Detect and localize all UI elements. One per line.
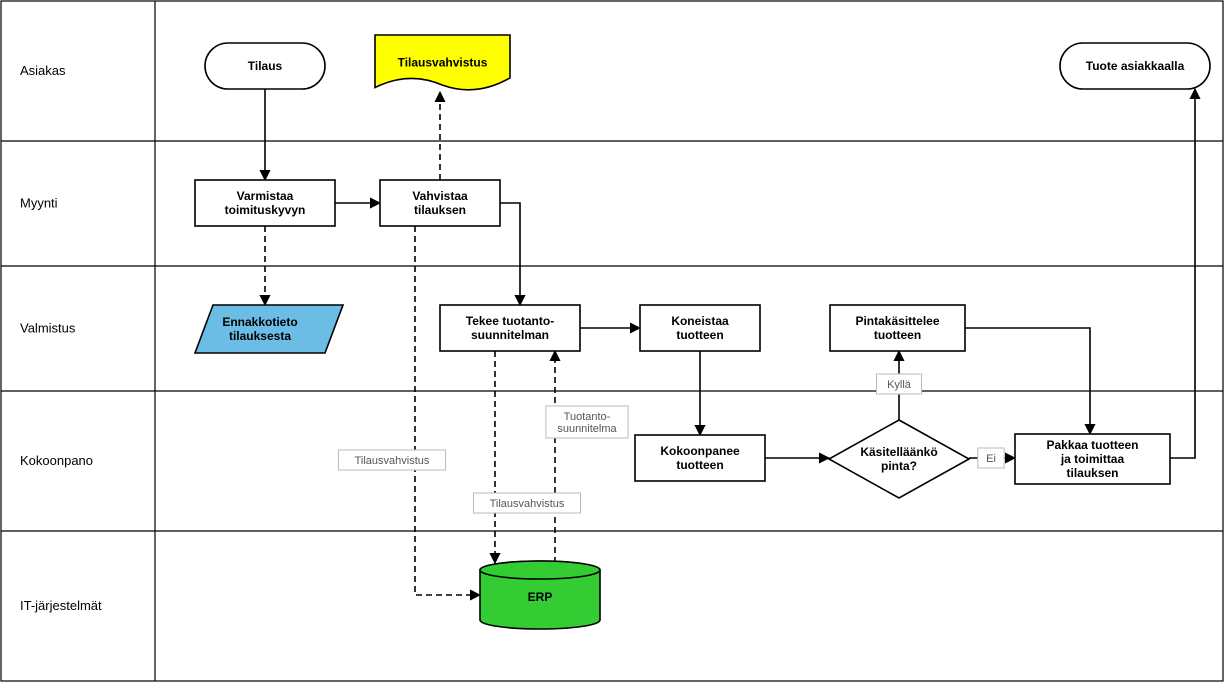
node-tilaus: Tilaus xyxy=(205,43,325,89)
node-erp: ERP xyxy=(480,561,600,629)
swimlane-label: Valmistus xyxy=(20,321,76,336)
node-label: Tilaus xyxy=(248,59,283,73)
node-label: ERP xyxy=(528,590,553,604)
node-vahvistus_doc: Tilausvahvistus xyxy=(375,35,510,90)
node-kokoonpanee: Kokoonpaneetuotteen xyxy=(635,435,765,481)
node-label: Varmistaatoimituskyvyn xyxy=(225,189,306,217)
node-varmistaa: Varmistaatoimituskyvyn xyxy=(195,180,335,226)
edge-e11 xyxy=(965,328,1090,434)
edge-e13 xyxy=(415,226,480,595)
node-tuotanto_suun: Tekee tuotanto-suunnitelman xyxy=(440,305,580,351)
node-kasitellaanko: Käsitelläänköpinta? xyxy=(829,420,969,498)
edge-label-text: Tuotanto-suunnitelma xyxy=(557,411,617,435)
swimlane-label: Myynti xyxy=(20,196,58,211)
edge-label-text: Tilausvahvistus xyxy=(355,455,430,467)
edge-label-text: Tilausvahvistus xyxy=(490,498,565,510)
node-label: Ennakkotietotilauksesta xyxy=(222,315,297,343)
node-label: Koneistaatuotteen xyxy=(671,314,729,342)
node-label: Tilausvahvistus xyxy=(398,56,488,70)
node-pakkaa: Pakkaa tuotteenja toimittaatilauksen xyxy=(1015,434,1170,484)
edge-e5 xyxy=(500,203,520,305)
swimlane-label: IT-järjestelmät xyxy=(20,598,102,613)
node-label: Tuote asiakkaalla xyxy=(1086,59,1185,73)
edge-label-text: Kyllä xyxy=(887,379,912,391)
node-tuote_asiakas: Tuote asiakkaalla xyxy=(1060,43,1210,89)
nodes-layer: Tilaus Tilausvahvistus Tuote asiakkaalla Va… xyxy=(195,35,1210,629)
node-pintakasittele: Pintakäsitteleetuotteen xyxy=(830,305,965,351)
node-koneistaa: Koneistaatuotteen xyxy=(640,305,760,351)
swimlane-label: Kokoonpano xyxy=(20,453,93,468)
node-vahvistaa_til: Vahvistaatilauksen xyxy=(380,180,500,226)
node-label: Vahvistaatilauksen xyxy=(412,189,468,217)
edge-e12 xyxy=(1170,89,1195,458)
swimlane-frame xyxy=(1,1,1223,681)
edge-label-text: Ei xyxy=(986,453,996,465)
node-ennakko: Ennakkotietotilauksesta xyxy=(195,305,343,353)
swimlane-label: Asiakas xyxy=(20,63,66,78)
node-label: Tekee tuotanto-suunnitelman xyxy=(466,314,554,342)
